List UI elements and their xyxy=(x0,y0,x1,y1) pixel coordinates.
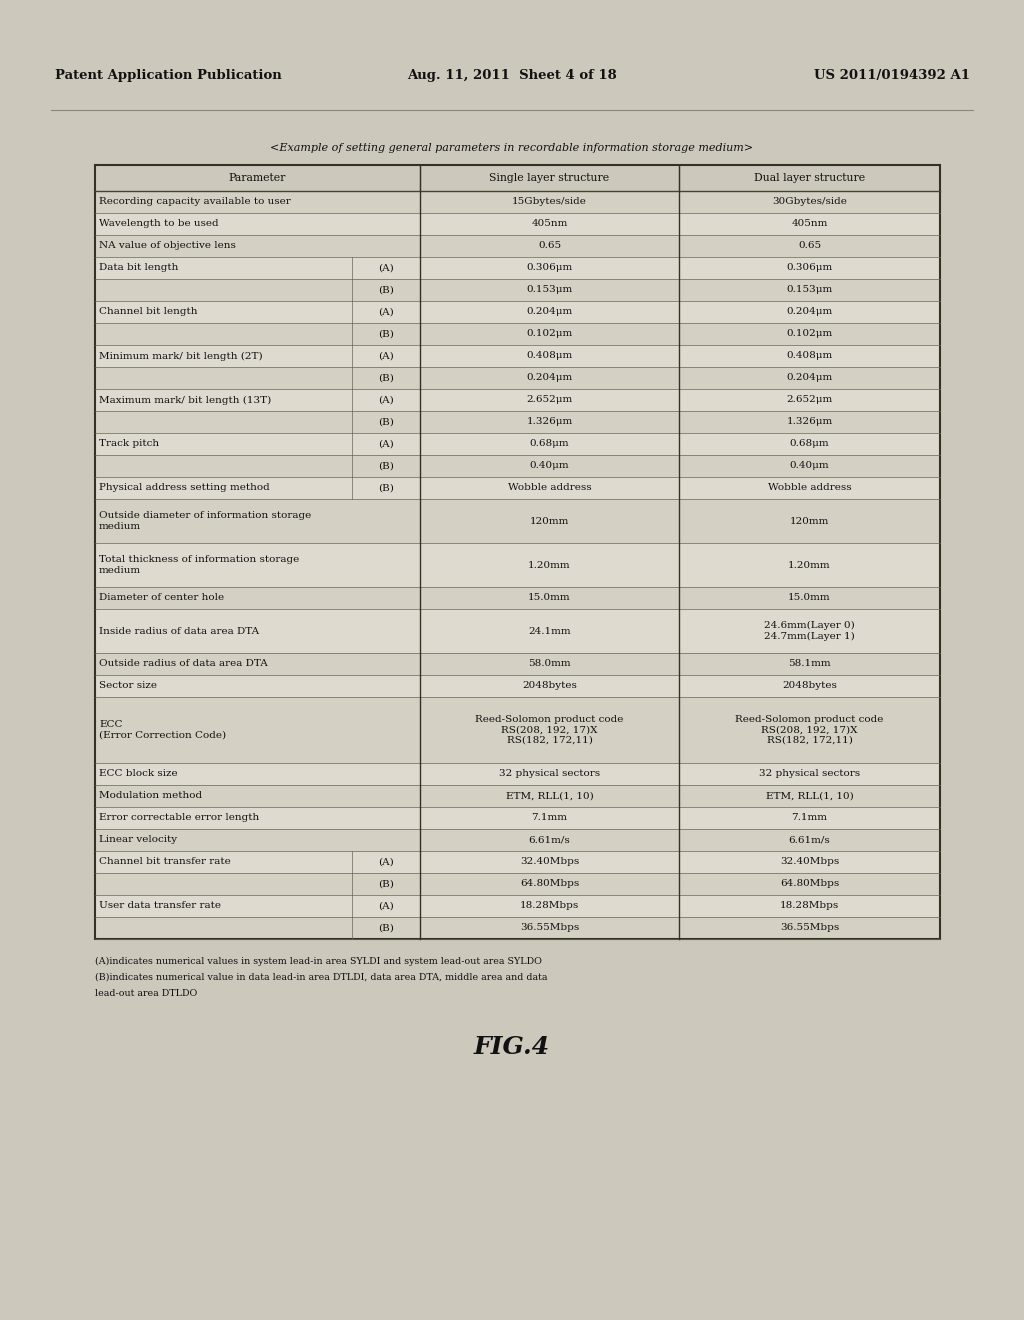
Text: (B): (B) xyxy=(378,462,394,470)
Bar xyxy=(95,323,940,345)
Text: Patent Application Publication: Patent Application Publication xyxy=(55,69,282,82)
Text: (B): (B) xyxy=(378,879,394,888)
Text: Sector size: Sector size xyxy=(99,681,157,690)
Text: Dual layer structure: Dual layer structure xyxy=(754,173,865,183)
Text: 15.0mm: 15.0mm xyxy=(788,594,830,602)
Bar xyxy=(95,433,940,455)
Text: Wobble address: Wobble address xyxy=(768,483,851,492)
Text: (B): (B) xyxy=(378,483,394,492)
Bar xyxy=(95,609,940,653)
Text: 0.102μm: 0.102μm xyxy=(526,330,572,338)
Bar xyxy=(95,829,940,851)
Text: Modulation method: Modulation method xyxy=(99,792,202,800)
Text: Wobble address: Wobble address xyxy=(508,483,591,492)
Text: 0.65: 0.65 xyxy=(798,242,821,251)
Text: 24.1mm: 24.1mm xyxy=(528,627,570,635)
Bar xyxy=(95,213,940,235)
Text: 2048bytes: 2048bytes xyxy=(522,681,577,690)
Text: (A): (A) xyxy=(378,396,394,404)
Text: 0.204μm: 0.204μm xyxy=(786,308,833,317)
Text: (B): (B) xyxy=(378,285,394,294)
Bar xyxy=(95,851,940,873)
Text: (A)indicates numerical values in system lead-in area SYLDI and system lead-out a: (A)indicates numerical values in system … xyxy=(95,957,542,966)
Text: 7.1mm: 7.1mm xyxy=(531,813,567,822)
Text: 58.0mm: 58.0mm xyxy=(528,660,570,668)
Text: <Example of setting general parameters in recordable information storage medium>: <Example of setting general parameters i… xyxy=(270,143,754,153)
Text: Data bit length: Data bit length xyxy=(99,264,178,272)
Text: ECC
(Error Correction Code): ECC (Error Correction Code) xyxy=(99,721,226,739)
Text: (A): (A) xyxy=(378,351,394,360)
Bar xyxy=(95,785,940,807)
Text: Minimum mark/ bit length (2T): Minimum mark/ bit length (2T) xyxy=(99,351,262,360)
Bar xyxy=(95,165,940,939)
Bar xyxy=(95,165,940,191)
Text: 15Gbytes/side: 15Gbytes/side xyxy=(512,198,587,206)
Text: Channel bit transfer rate: Channel bit transfer rate xyxy=(99,858,230,866)
Text: 30Gbytes/side: 30Gbytes/side xyxy=(772,198,847,206)
Text: User data transfer rate: User data transfer rate xyxy=(99,902,221,911)
Text: Maximum mark/ bit length (13T): Maximum mark/ bit length (13T) xyxy=(99,396,271,404)
Text: 0.40μm: 0.40μm xyxy=(529,462,569,470)
Text: 2.652μm: 2.652μm xyxy=(786,396,833,404)
Bar xyxy=(95,543,940,587)
Text: (A): (A) xyxy=(378,858,394,866)
Text: 36.55Mbps: 36.55Mbps xyxy=(780,924,839,932)
Text: 1.326μm: 1.326μm xyxy=(526,417,572,426)
Text: 64.80Mbps: 64.80Mbps xyxy=(520,879,580,888)
Text: (A): (A) xyxy=(378,264,394,272)
Text: Inside radius of data area DTA: Inside radius of data area DTA xyxy=(99,627,259,635)
Text: Reed-Solomon product code
RS(208, 192, 17)X
RS(182, 172,11): Reed-Solomon product code RS(208, 192, 1… xyxy=(475,715,624,744)
Text: Recording capacity available to user: Recording capacity available to user xyxy=(99,198,291,206)
Text: 120mm: 120mm xyxy=(790,516,829,525)
Text: Reed-Solomon product code
RS(208, 192, 17)X
RS(182, 172,11): Reed-Solomon product code RS(208, 192, 1… xyxy=(735,715,884,744)
Text: Parameter: Parameter xyxy=(228,173,286,183)
Bar xyxy=(95,807,940,829)
Text: 18.28Mbps: 18.28Mbps xyxy=(520,902,580,911)
Bar xyxy=(95,301,940,323)
Text: (A): (A) xyxy=(378,902,394,911)
Bar xyxy=(95,345,940,367)
Text: 15.0mm: 15.0mm xyxy=(528,594,570,602)
Text: 0.408μm: 0.408μm xyxy=(526,351,572,360)
Bar xyxy=(95,499,940,543)
Text: 32.40Mbps: 32.40Mbps xyxy=(780,858,839,866)
Text: 2.652μm: 2.652μm xyxy=(526,396,572,404)
Text: 58.1mm: 58.1mm xyxy=(788,660,830,668)
Text: Linear velocity: Linear velocity xyxy=(99,836,177,845)
Text: 120mm: 120mm xyxy=(529,516,569,525)
Text: 6.61m/s: 6.61m/s xyxy=(788,836,830,845)
Text: 0.68μm: 0.68μm xyxy=(790,440,829,449)
Bar xyxy=(95,895,940,917)
Text: lead-out area DTLDO: lead-out area DTLDO xyxy=(95,989,198,998)
Text: 32 physical sectors: 32 physical sectors xyxy=(499,770,600,779)
Text: 0.153μm: 0.153μm xyxy=(526,285,572,294)
Text: 24.6mm(Layer 0)
24.7mm(Layer 1): 24.6mm(Layer 0) 24.7mm(Layer 1) xyxy=(764,622,855,640)
Text: Diameter of center hole: Diameter of center hole xyxy=(99,594,224,602)
Bar xyxy=(95,675,940,697)
Text: Total thickness of information storage
medium: Total thickness of information storage m… xyxy=(99,556,299,574)
Text: 1.20mm: 1.20mm xyxy=(788,561,830,569)
Text: 32 physical sectors: 32 physical sectors xyxy=(759,770,860,779)
Bar xyxy=(95,279,940,301)
Text: Aug. 11, 2011  Sheet 4 of 18: Aug. 11, 2011 Sheet 4 of 18 xyxy=(408,69,616,82)
Text: 2048bytes: 2048bytes xyxy=(782,681,837,690)
Text: 0.204μm: 0.204μm xyxy=(526,308,572,317)
Bar xyxy=(95,763,940,785)
Bar xyxy=(95,587,940,609)
Text: Outside diameter of information storage
medium: Outside diameter of information storage … xyxy=(99,511,311,531)
Text: Channel bit length: Channel bit length xyxy=(99,308,198,317)
Text: 0.204μm: 0.204μm xyxy=(786,374,833,383)
Text: (B): (B) xyxy=(378,374,394,383)
Bar xyxy=(95,455,940,477)
Text: ETM, RLL(1, 10): ETM, RLL(1, 10) xyxy=(766,792,853,800)
Bar xyxy=(95,873,940,895)
Bar xyxy=(95,411,940,433)
Text: 0.68μm: 0.68μm xyxy=(529,440,569,449)
Bar xyxy=(95,653,940,675)
Text: 36.55Mbps: 36.55Mbps xyxy=(520,924,580,932)
Text: 1.326μm: 1.326μm xyxy=(786,417,833,426)
Text: (B)indicates numerical value in data lead-in area DTLDI, data area DTA, middle a: (B)indicates numerical value in data lea… xyxy=(95,973,548,982)
Text: 1.20mm: 1.20mm xyxy=(528,561,570,569)
Text: 0.102μm: 0.102μm xyxy=(786,330,833,338)
Text: 405nm: 405nm xyxy=(531,219,567,228)
